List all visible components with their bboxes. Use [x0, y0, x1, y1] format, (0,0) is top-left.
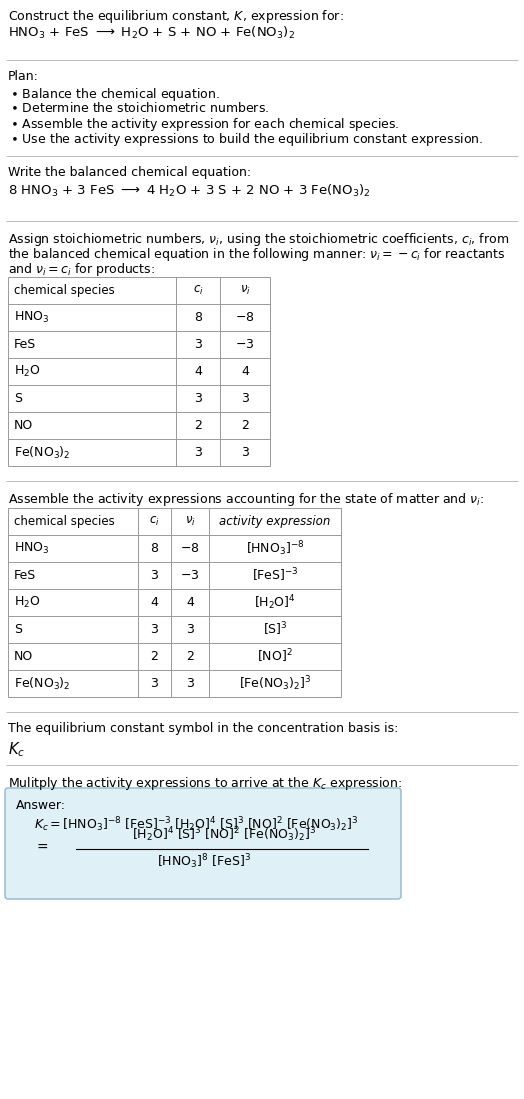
Text: [FeS]$^{-3}$: [FeS]$^{-3}$ — [252, 567, 298, 585]
Text: $\nu_i$: $\nu_i$ — [239, 284, 250, 297]
Text: 8: 8 — [150, 542, 158, 555]
Text: FeS: FeS — [14, 338, 36, 351]
Text: 2: 2 — [194, 419, 202, 432]
Text: $-8$: $-8$ — [235, 311, 255, 324]
Text: 3: 3 — [194, 392, 202, 406]
Text: 8 HNO$_3$ + 3 FeS $\longrightarrow$ 4 H$_2$O + 3 S + 2 NO + 3 Fe(NO$_3$)$_2$: 8 HNO$_3$ + 3 FeS $\longrightarrow$ 4 H$… — [8, 184, 371, 199]
Text: $-3$: $-3$ — [235, 338, 255, 351]
Text: $[\mathrm{HNO_3}]^8$ $[\mathrm{FeS}]^3$: $[\mathrm{HNO_3}]^8$ $[\mathrm{FeS}]^3$ — [157, 852, 251, 870]
Text: Answer:: Answer: — [16, 799, 66, 812]
Text: $\bullet$ Assemble the activity expression for each chemical species.: $\bullet$ Assemble the activity expressi… — [10, 116, 399, 133]
Text: H$_2$O: H$_2$O — [14, 364, 40, 379]
Text: FeS: FeS — [14, 569, 36, 582]
Bar — [8, 508, 341, 697]
Text: [H$_2$O]$^4$: [H$_2$O]$^4$ — [254, 593, 296, 612]
Text: HNO$_3$: HNO$_3$ — [14, 541, 50, 556]
Text: The equilibrium constant symbol in the concentration basis is:: The equilibrium constant symbol in the c… — [8, 722, 398, 735]
Text: $\bullet$ Use the activity expressions to build the equilibrium constant express: $\bullet$ Use the activity expressions t… — [10, 131, 483, 148]
Text: $K_c = [\mathrm{HNO_3}]^{-8}$ $[\mathrm{FeS}]^{-3}$ $[\mathrm{H_2O}]^4$ $[\mathr: $K_c = [\mathrm{HNO_3}]^{-8}$ $[\mathrm{… — [34, 815, 359, 834]
Text: 4: 4 — [194, 365, 202, 378]
Text: NO: NO — [14, 419, 33, 432]
Text: the balanced chemical equation in the following manner: $\nu_i = -c_i$ for react: the balanced chemical equation in the fo… — [8, 246, 506, 263]
Text: $\bullet$ Balance the chemical equation.: $\bullet$ Balance the chemical equation. — [10, 86, 220, 103]
Text: 4: 4 — [150, 596, 158, 609]
Text: $\nu_i$: $\nu_i$ — [184, 515, 195, 528]
Text: NO: NO — [14, 650, 33, 663]
FancyBboxPatch shape — [5, 788, 401, 899]
Text: 3: 3 — [150, 569, 158, 582]
Text: 3: 3 — [186, 677, 194, 690]
Text: 4: 4 — [186, 596, 194, 609]
Text: 3: 3 — [241, 392, 249, 406]
Text: 3: 3 — [194, 446, 202, 459]
Text: Mulitply the activity expressions to arrive at the $K_c$ expression:: Mulitply the activity expressions to arr… — [8, 775, 402, 792]
Text: 3: 3 — [150, 623, 158, 636]
Text: and $\nu_i = c_i$ for products:: and $\nu_i = c_i$ for products: — [8, 260, 155, 278]
Text: $c_i$: $c_i$ — [149, 515, 160, 528]
Text: $c_i$: $c_i$ — [193, 284, 203, 297]
Text: chemical species: chemical species — [14, 515, 115, 528]
Text: 3: 3 — [241, 446, 249, 459]
Text: $=$: $=$ — [34, 839, 49, 853]
Text: HNO$_3$ + FeS $\longrightarrow$ H$_2$O + S + NO + Fe(NO$_3$)$_2$: HNO$_3$ + FeS $\longrightarrow$ H$_2$O +… — [8, 25, 295, 41]
Text: chemical species: chemical species — [14, 284, 115, 297]
Text: $K_c$: $K_c$ — [8, 740, 25, 758]
Text: [HNO$_3$]$^{-8}$: [HNO$_3$]$^{-8}$ — [246, 540, 304, 558]
Text: $[\mathrm{H_2O}]^4$ $[\mathrm{S}]^3$ $[\mathrm{NO}]^2$ $[\mathrm{Fe(NO_3)_2}]^3$: $[\mathrm{H_2O}]^4$ $[\mathrm{S}]^3$ $[\… — [132, 825, 316, 844]
Text: Fe(NO$_3$)$_2$: Fe(NO$_3$)$_2$ — [14, 444, 71, 460]
Text: $-8$: $-8$ — [180, 542, 200, 555]
Text: 3: 3 — [186, 623, 194, 636]
Text: H$_2$O: H$_2$O — [14, 595, 40, 610]
Text: 2: 2 — [186, 650, 194, 663]
Text: S: S — [14, 392, 22, 406]
Text: Construct the equilibrium constant, $K$, expression for:: Construct the equilibrium constant, $K$,… — [8, 8, 344, 25]
Text: 2: 2 — [241, 419, 249, 432]
Text: $-3$: $-3$ — [180, 569, 200, 582]
Text: 8: 8 — [194, 311, 202, 324]
Text: Assemble the activity expressions accounting for the state of matter and $\nu_i$: Assemble the activity expressions accoun… — [8, 491, 484, 508]
Bar — [8, 277, 270, 466]
Text: 3: 3 — [150, 677, 158, 690]
Text: [S]$^3$: [S]$^3$ — [263, 621, 287, 639]
Text: Assign stoichiometric numbers, $\nu_i$, using the stoichiometric coefficients, $: Assign stoichiometric numbers, $\nu_i$, … — [8, 231, 509, 248]
Text: 4: 4 — [241, 365, 249, 378]
Text: S: S — [14, 623, 22, 636]
Text: 3: 3 — [194, 338, 202, 351]
Text: 2: 2 — [150, 650, 158, 663]
Text: Fe(NO$_3$)$_2$: Fe(NO$_3$)$_2$ — [14, 676, 71, 691]
Text: activity expression: activity expression — [220, 515, 331, 528]
Text: [Fe(NO$_3$)$_2$]$^3$: [Fe(NO$_3$)$_2$]$^3$ — [239, 674, 311, 692]
Text: HNO$_3$: HNO$_3$ — [14, 310, 50, 325]
Text: [NO]$^2$: [NO]$^2$ — [257, 647, 293, 665]
Text: $\bullet$ Determine the stoichiometric numbers.: $\bullet$ Determine the stoichiometric n… — [10, 101, 269, 115]
Text: Plan:: Plan: — [8, 70, 39, 84]
Text: Write the balanced chemical equation:: Write the balanced chemical equation: — [8, 166, 251, 179]
